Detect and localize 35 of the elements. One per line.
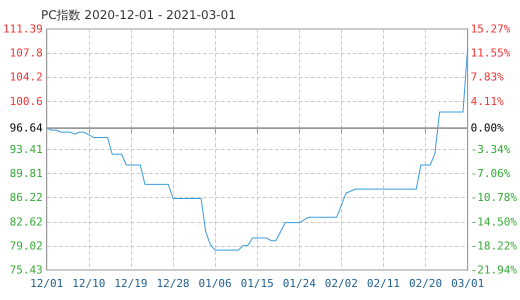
x-tick-label: 12/28 [156,277,190,290]
x-tick-label: 12/01 [30,277,64,290]
y2-tick-label: -10.78% [470,191,518,204]
x-tick-label: 01/06 [198,277,232,290]
y2-tick-label: -7.06% [470,167,511,180]
y2-tick-label: -3.34% [470,143,511,156]
y-tick-label: 93.41 [10,143,43,156]
x-tick-label: 02/11 [366,277,400,290]
x-tick-label: 01/24 [282,277,316,290]
y-tick-label: 82.62 [10,215,43,228]
y2-tick-label: -14.50% [470,215,518,228]
x-tick-label: 02/02 [324,277,358,290]
y-tick-label: 104.2 [10,70,43,84]
x-tick-label: 12/10 [72,277,106,290]
y2-tick-label: 4.11% [470,94,504,108]
y-tick-label: 107.8 [10,46,43,60]
y-tick-label: 96.64 [10,121,44,134]
x-tick-label: 12/19 [114,277,148,290]
y2-tick-label: 11.55% [470,46,511,60]
x-tick-label: 01/15 [240,277,274,290]
line-series [46,48,468,251]
y-tick-label: 75.43 [10,264,43,276]
y2-tick-label: -18.22% [470,239,518,252]
y-tick-label: 86.22 [10,191,43,204]
y2-tick-label: 7.83% [470,70,504,84]
y-tick-label: 89.81 [10,167,43,180]
y2-tick-label: 0.00% [470,121,504,134]
chart-title: PC指数 2020-12-01 - 2021-03-01 [41,8,236,22]
y-tick-label: 79.02 [10,239,43,252]
y2-tick-label: -21.94% [470,264,518,276]
y-tick-label: 100.6 [10,94,43,108]
y2-tick-label: 15.27% [470,22,511,36]
x-tick-label: 02/20 [408,277,442,290]
x-tick-label: 03/01 [451,277,484,290]
y-tick-label: 111.39 [2,22,43,36]
